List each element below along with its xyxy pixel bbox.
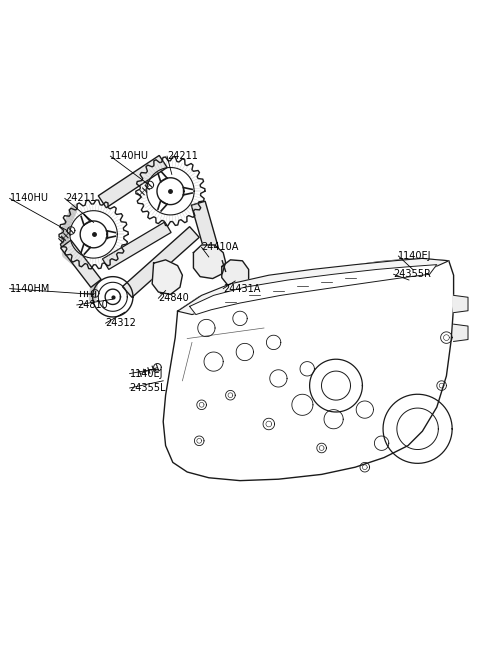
Polygon shape xyxy=(454,295,468,313)
Text: 24312: 24312 xyxy=(106,318,136,328)
Text: 24810: 24810 xyxy=(77,300,108,310)
Text: 1140EJ: 1140EJ xyxy=(130,369,163,379)
Text: 24410A: 24410A xyxy=(202,242,239,253)
Text: 1140HU: 1140HU xyxy=(10,194,48,203)
Polygon shape xyxy=(178,258,449,315)
Text: 1140HM: 1140HM xyxy=(10,283,50,294)
Polygon shape xyxy=(193,245,226,279)
Polygon shape xyxy=(190,264,437,315)
Text: 1140EJ: 1140EJ xyxy=(398,251,432,261)
Text: 24840: 24840 xyxy=(158,293,189,303)
Text: 1140HU: 1140HU xyxy=(110,151,149,161)
Polygon shape xyxy=(122,226,199,297)
Polygon shape xyxy=(222,260,249,289)
Polygon shape xyxy=(192,201,218,251)
Text: 24211: 24211 xyxy=(167,151,198,161)
Polygon shape xyxy=(98,155,167,208)
Text: 24355L: 24355L xyxy=(130,383,166,393)
Polygon shape xyxy=(103,222,171,270)
Polygon shape xyxy=(163,258,454,481)
Polygon shape xyxy=(60,240,101,287)
Polygon shape xyxy=(152,260,182,295)
Text: 24211: 24211 xyxy=(65,194,96,203)
Text: 24431A: 24431A xyxy=(223,283,261,294)
Polygon shape xyxy=(454,324,468,341)
Text: 24355R: 24355R xyxy=(394,269,432,279)
